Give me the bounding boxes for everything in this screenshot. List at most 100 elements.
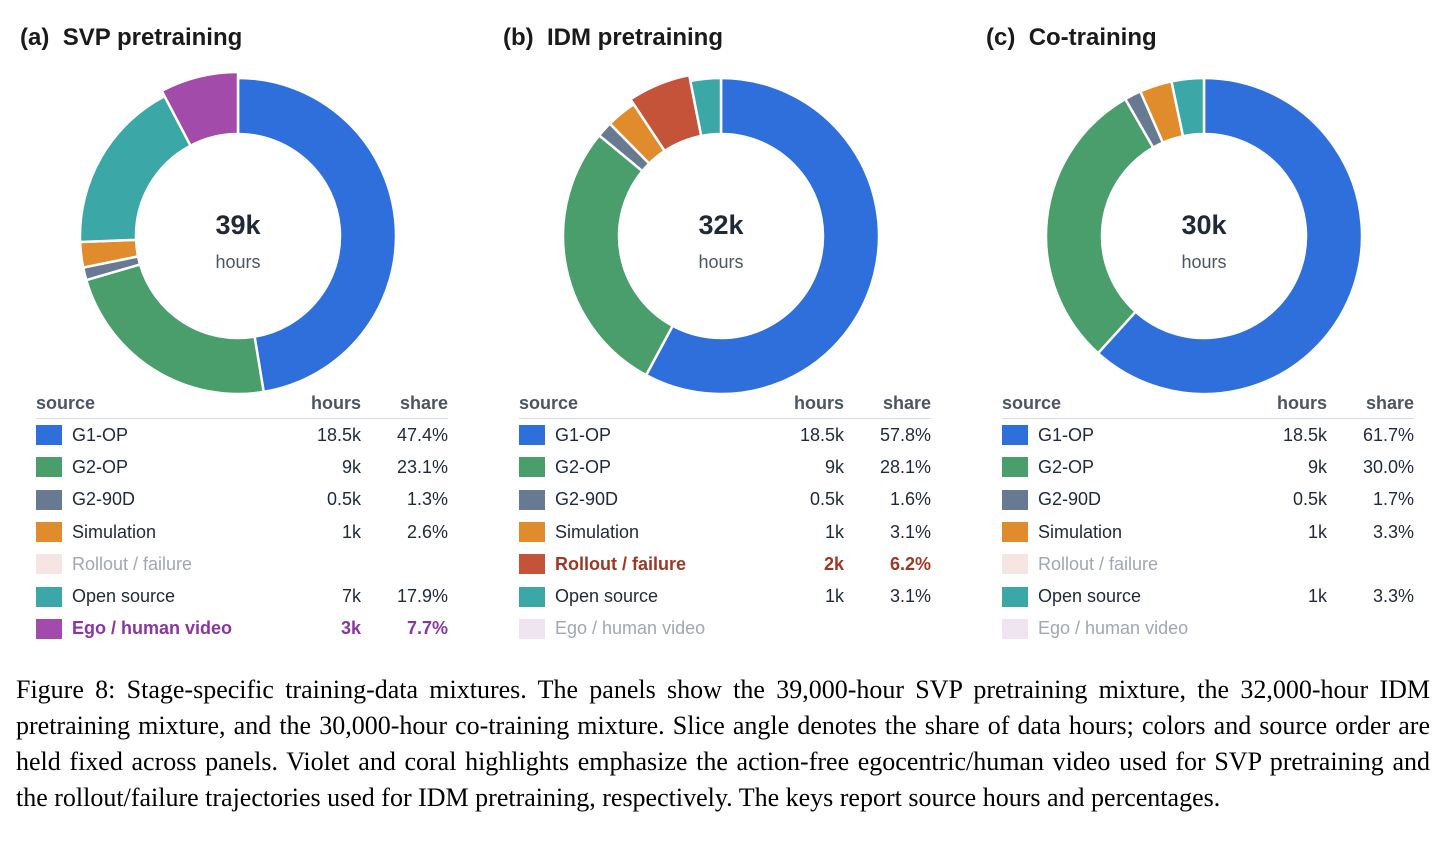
source-name: G2-90D bbox=[1038, 489, 1102, 510]
source-hours: 9k bbox=[1307, 456, 1327, 477]
donut-chart: 30k hours bbox=[1044, 76, 1364, 396]
source-hours: 7k bbox=[341, 586, 361, 607]
center-total: 30k bbox=[1181, 210, 1227, 240]
legend-table: source hours share G1-OP 18.5k 61.7% G2-OP 9k 30… bbox=[1002, 388, 1414, 645]
panel-title: (a) SVP pretraining bbox=[20, 24, 242, 52]
donut-chart: 39k hours bbox=[78, 70, 398, 396]
source-share: 57.8% bbox=[879, 424, 931, 445]
legend-swatch bbox=[519, 554, 545, 575]
legend-swatch bbox=[36, 586, 62, 607]
source-name: G2-OP bbox=[72, 456, 129, 477]
source-hours: 18.5k bbox=[316, 424, 361, 445]
source-share: 47.4% bbox=[396, 424, 448, 445]
slice-open-source bbox=[688, 76, 723, 138]
legend-row: Simulation 1k 2.6% bbox=[36, 516, 448, 548]
legend-source: Simulation bbox=[36, 522, 281, 543]
legend-swatch bbox=[1002, 489, 1028, 510]
source-share: 1.7% bbox=[1372, 489, 1414, 510]
donut-chart: 32k hours bbox=[561, 73, 881, 396]
source-name: G1-OP bbox=[72, 424, 129, 445]
source-share: 17.9% bbox=[396, 586, 448, 607]
legend-swatch bbox=[1002, 425, 1028, 446]
source-share: 7.7% bbox=[406, 618, 448, 639]
slice-g2-op bbox=[561, 133, 675, 377]
slice-g2-op bbox=[1044, 97, 1155, 355]
source-share: 30.0% bbox=[1362, 456, 1414, 477]
slice-open-source bbox=[78, 94, 193, 244]
legend-swatch bbox=[36, 554, 62, 575]
legend-row: Rollout / failure bbox=[1002, 548, 1414, 580]
source-share: 28.1% bbox=[879, 456, 931, 477]
source-name: Simulation bbox=[1038, 521, 1123, 542]
legend-swatch bbox=[36, 522, 62, 543]
center-total: 32k bbox=[698, 210, 744, 240]
source-hours: 3k bbox=[340, 618, 361, 639]
source-name: G2-90D bbox=[72, 489, 136, 510]
legend-swatch bbox=[36, 618, 62, 639]
center-unit: hours bbox=[215, 252, 260, 272]
panel-title: (b) IDM pretraining bbox=[503, 24, 723, 52]
figure-caption: Figure 8: Stage-specific training-data m… bbox=[16, 675, 1430, 812]
source-name: G2-OP bbox=[1038, 456, 1095, 477]
panel-title-text: SVP pretraining bbox=[62, 24, 243, 51]
legend-source: Simulation bbox=[519, 522, 764, 543]
legend-row: G2-OP 9k 23.1% bbox=[36, 451, 448, 483]
center-unit: hours bbox=[698, 252, 743, 272]
panel-idm: (b) IDM pretraining 32k hours source hours… bbox=[503, 0, 943, 650]
legend-swatch bbox=[1002, 618, 1028, 639]
source-share: 2.6% bbox=[406, 521, 448, 542]
legend-table: source hours share G1-OP 18.5k 57.8% G2-OP 9k 28… bbox=[519, 388, 931, 645]
legend-swatch bbox=[519, 586, 545, 607]
legend-swatch bbox=[519, 618, 545, 639]
legend-source: Ego / human video bbox=[519, 618, 764, 639]
source-name: G2-90D bbox=[555, 489, 619, 510]
panel-svp: (a) SVP pretraining 39k hours source hours… bbox=[20, 0, 460, 650]
legend-row: Ego / human video 3k 7.7% bbox=[36, 613, 448, 645]
header-source: source bbox=[519, 392, 579, 413]
source-share: 1.6% bbox=[889, 489, 931, 510]
legend-row: G2-OP 9k 30.0% bbox=[1002, 451, 1414, 483]
source-name: G1-OP bbox=[1038, 424, 1095, 445]
legend-source: G1-OP bbox=[1002, 425, 1247, 446]
legend-swatch bbox=[519, 522, 545, 543]
legend-table: source hours share G1-OP 18.5k 47.4% G2-OP 9k 23… bbox=[36, 388, 448, 645]
source-hours: 0.5k bbox=[809, 489, 844, 510]
legend-row: G2-OP 9k 28.1% bbox=[519, 451, 931, 483]
slice-g1-op bbox=[236, 76, 398, 394]
source-hours: 18.5k bbox=[1282, 424, 1327, 445]
center-total: 39k bbox=[215, 210, 261, 240]
legend-source: Simulation bbox=[1002, 522, 1247, 543]
legend-row: G1-OP 18.5k 57.8% bbox=[519, 419, 931, 451]
legend-row: Rollout / failure bbox=[36, 548, 448, 580]
legend-row: Ego / human video bbox=[519, 613, 931, 645]
legend-source: Rollout / failure bbox=[1002, 554, 1247, 575]
legend-source: Rollout / failure bbox=[519, 554, 764, 575]
legend-row: G2-90D 0.5k 1.7% bbox=[1002, 484, 1414, 516]
legend-source: G2-OP bbox=[519, 457, 764, 478]
source-share: 3.3% bbox=[1372, 586, 1414, 607]
legend-row: G1-OP 18.5k 61.7% bbox=[1002, 419, 1414, 451]
source-name: Rollout / failure bbox=[72, 553, 193, 574]
legend-source: G2-90D bbox=[519, 489, 764, 510]
source-name: Ego / human video bbox=[555, 618, 706, 639]
center-unit: hours bbox=[1181, 252, 1226, 272]
panel-cotraining: (c) Co-training 30k hours source hours shar… bbox=[986, 0, 1426, 650]
source-name: Open source bbox=[1038, 586, 1142, 607]
legend-row: Ego / human video bbox=[1002, 613, 1414, 645]
legend-source: Open source bbox=[519, 586, 764, 607]
slice-g2-op bbox=[84, 262, 266, 396]
source-name: Ego / human video bbox=[72, 618, 233, 639]
legend-row: Open source 1k 3.3% bbox=[1002, 580, 1414, 612]
legend-row: Open source 1k 3.1% bbox=[519, 580, 931, 612]
source-name: Open source bbox=[72, 586, 176, 607]
source-hours: 1k bbox=[824, 521, 844, 542]
source-share: 6.2% bbox=[889, 553, 931, 574]
legend-swatch bbox=[1002, 554, 1028, 575]
legend-source: G2-OP bbox=[36, 457, 281, 478]
legend-row: Rollout / failure 2k 6.2% bbox=[519, 548, 931, 580]
legend-row: G2-90D 0.5k 1.6% bbox=[519, 484, 931, 516]
source-name: Open source bbox=[555, 586, 659, 607]
panel-title-text: Co-training bbox=[1028, 24, 1157, 51]
source-name: Simulation bbox=[555, 521, 640, 542]
source-hours: 1k bbox=[824, 586, 844, 607]
